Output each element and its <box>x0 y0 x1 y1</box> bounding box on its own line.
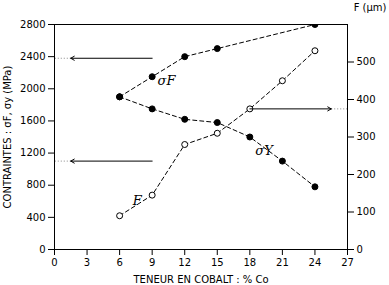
svg-text:15: 15 <box>211 257 224 268</box>
svg-text:F: F <box>132 193 143 208</box>
svg-text:σF: σF <box>158 73 177 88</box>
svg-text:3: 3 <box>84 257 90 268</box>
svg-text:0: 0 <box>39 244 45 255</box>
svg-text:0: 0 <box>51 257 57 268</box>
svg-text:1200: 1200 <box>20 147 45 158</box>
svg-text:2000: 2000 <box>20 83 45 94</box>
svg-text:12: 12 <box>178 257 191 268</box>
svg-text:500: 500 <box>357 56 376 67</box>
svg-text:TENEUR EN COBALT : % Co: TENEUR EN COBALT : % Co <box>132 274 268 285</box>
svg-text:800: 800 <box>26 179 45 190</box>
svg-text:200: 200 <box>357 169 376 180</box>
svg-text:2400: 2400 <box>20 51 45 62</box>
svg-text:CONTRAINTES : σF, σy (MPa): CONTRAINTES : σF, σy (MPa) <box>2 66 13 209</box>
svg-text:300: 300 <box>357 131 376 142</box>
svg-text:9: 9 <box>149 257 155 268</box>
svg-text:21: 21 <box>276 257 289 268</box>
svg-text:27: 27 <box>341 257 354 268</box>
svg-text:F (μm): F (μm) <box>354 2 387 13</box>
svg-text:1600: 1600 <box>20 115 45 126</box>
svg-text:σY: σY <box>255 143 274 158</box>
svg-text:400: 400 <box>357 94 376 105</box>
svg-text:18: 18 <box>243 257 256 268</box>
svg-text:400: 400 <box>26 212 45 223</box>
svg-text:6: 6 <box>116 257 122 268</box>
svg-text:100: 100 <box>357 206 376 217</box>
svg-text:24: 24 <box>309 257 322 268</box>
svg-text:2800: 2800 <box>20 19 45 30</box>
svg-text:0: 0 <box>357 244 363 255</box>
